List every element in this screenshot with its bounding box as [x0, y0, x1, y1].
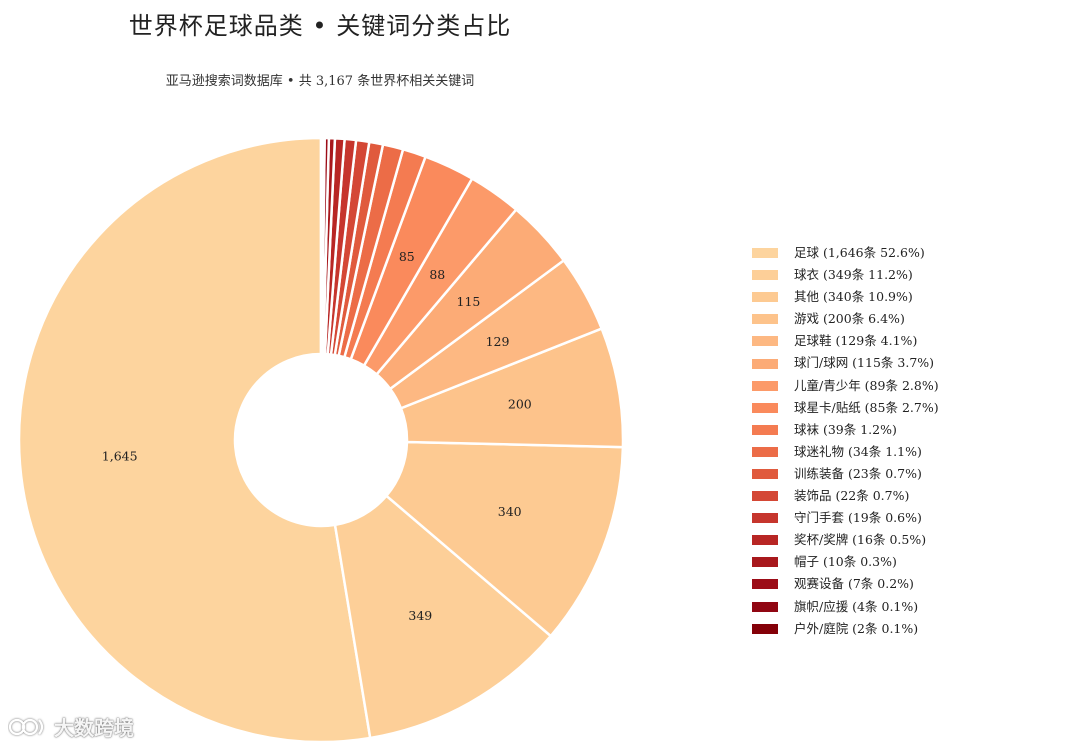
pie-slice [388, 258, 604, 410]
legend-swatch [752, 358, 778, 369]
legend-item: 球迷礼物 (34条 1.1%) [752, 441, 939, 463]
pie-slice [319, 136, 324, 356]
legend-item: 球门/球网 (115条 3.7%) [752, 352, 939, 374]
legend-swatch [752, 601, 778, 612]
legend-swatch [752, 623, 778, 634]
legend-label: 守门手套 (19条 0.6%) [794, 510, 922, 526]
pie-slice [399, 326, 625, 449]
legend-swatch [752, 314, 778, 325]
slice-label: 349 [408, 608, 432, 623]
legend-item: 球星卡/贴纸 (85条 2.7%) [752, 397, 939, 419]
legend-item: 足球鞋 (129条 4.1%) [752, 330, 939, 352]
legend-swatch [752, 402, 778, 413]
legend-item: 守门手套 (19条 0.6%) [752, 507, 939, 529]
slice-label: 340 [498, 504, 522, 519]
legend-item: 户外/庭院 (2条 0.1%) [752, 618, 939, 640]
pie-slice [384, 440, 625, 638]
legend-item: 儿童/青少年 (89条 2.8%) [752, 375, 939, 397]
legend-label: 儿童/青少年 (89条 2.8%) [794, 377, 939, 393]
legend-label: 训练装备 (23条 0.7%) [794, 465, 922, 481]
logo-icon [8, 718, 44, 735]
legend-label: 户外/庭院 (2条 0.1%) [794, 620, 919, 636]
legend-item: 帽子 (10条 0.3%) [752, 551, 939, 573]
legend-swatch [752, 424, 778, 435]
legend-label: 球星卡/贴纸 (85条 2.7%) [794, 399, 939, 415]
legend-label: 装饰品 (22条 0.7%) [794, 488, 910, 504]
legend-label: 游戏 (200条 6.4%) [794, 311, 905, 327]
legend-swatch [752, 468, 778, 479]
legend-item: 球袜 (39条 1.2%) [752, 419, 939, 441]
pie-slice [333, 494, 553, 740]
legend-item: 奖杯/奖牌 (16条 0.5%) [752, 529, 939, 551]
chart-legend: 足球 (1,646条 52.6%) 球衣 (349条 11.2%) 其他 (340条… [752, 242, 939, 640]
slice-label: 1,645 [102, 449, 138, 464]
legend-label: 足球 (1,646条 52.6%) [794, 245, 925, 260]
legend-swatch [752, 292, 778, 303]
slice-label: 200 [508, 396, 532, 411]
legend-label: 球衣 (349条 11.2%) [794, 267, 913, 283]
legend-swatch [752, 446, 778, 457]
slice-label: 129 [486, 334, 510, 349]
legend-label: 球门/球网 (115条 3.7%) [794, 355, 935, 371]
legend-label: 球迷礼物 (34条 1.1%) [794, 443, 922, 459]
legend-swatch [752, 336, 778, 347]
legend-swatch [752, 513, 778, 524]
legend-swatch [752, 491, 778, 502]
legend-item: 足球 (1,646条 52.6%) [752, 242, 939, 264]
chart-subtitle: 亚马逊搜索词数据库 • 共 3,167 条世界杯相关关键词 [165, 74, 475, 89]
legend-item: 游戏 (200条 6.4%) [752, 308, 939, 330]
legend-item: 其他 (340条 10.9%) [752, 286, 939, 308]
legend-label: 帽子 (10条 0.3%) [794, 554, 897, 570]
legend-swatch [752, 557, 778, 568]
pie-slice [362, 176, 518, 377]
watermark-text: 大数跨境 [54, 716, 134, 740]
slice-label: 85 [399, 249, 415, 264]
legend-swatch [752, 380, 778, 391]
legend-swatch [752, 248, 778, 259]
legend-label: 其他 (340条 10.9%) [794, 289, 913, 305]
legend-item: 训练装备 (23条 0.7%) [752, 463, 939, 485]
slice-label: 88 [429, 267, 445, 282]
chart-title: 世界杯足球品类 • 关键词分类占比 [128, 12, 512, 40]
legend-swatch [752, 579, 778, 590]
watermark: 大数跨境 [8, 712, 134, 741]
legend-label: 旗帜/应援 (4条 0.1%) [794, 598, 919, 614]
legend-swatch [752, 535, 778, 546]
donut-chart: 1,645 349 340 200 129 115 88 85 [17, 136, 625, 744]
legend-label: 观赛设备 (7条 0.2%) [794, 576, 914, 592]
legend-swatch [752, 270, 778, 281]
pie-slice [17, 136, 372, 744]
legend-item: 装饰品 (22条 0.7%) [752, 485, 939, 507]
legend-label: 球袜 (39条 1.2%) [794, 421, 897, 437]
legend-item: 观赛设备 (7条 0.2%) [752, 573, 939, 595]
legend-label: 足球鞋 (129条 4.1%) [794, 333, 918, 349]
legend-item: 球衣 (349条 11.2%) [752, 264, 939, 286]
legend-label: 奖杯/奖牌 (16条 0.5%) [794, 532, 927, 548]
legend-item: 旗帜/应援 (4条 0.1%) [752, 596, 939, 618]
pie-slice [374, 207, 566, 391]
slice-label: 115 [457, 294, 481, 309]
